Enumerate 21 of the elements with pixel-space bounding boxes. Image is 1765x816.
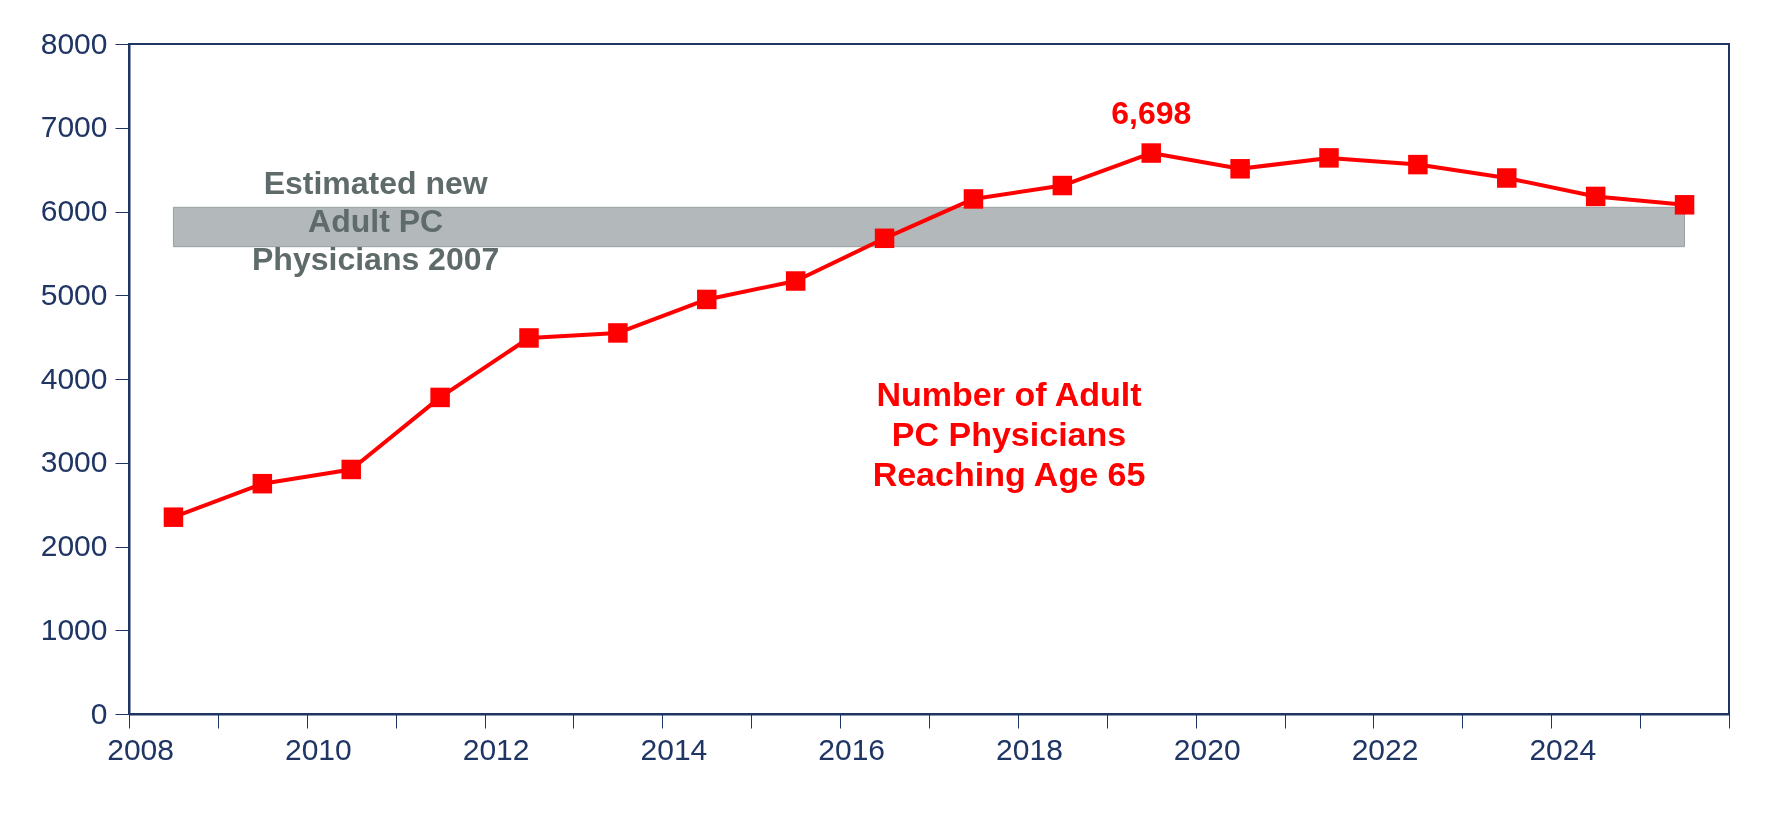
x-tick-label: 2014: [640, 732, 708, 766]
y-tick-label: 8000: [40, 26, 108, 60]
y-tick-label: 1000: [40, 612, 108, 646]
x-tick-label: 2010: [284, 732, 352, 766]
text: Number of Adult PC Physicians Reaching Age 65: [872, 375, 1146, 493]
y-tick-label: 7000: [40, 110, 108, 144]
y-tick-label: 2000: [40, 529, 108, 562]
x-tick-label: 2012: [462, 732, 530, 766]
band-label: Estimated new Adult PC Physicians 2007: [252, 165, 500, 278]
x-tick-label: 2022: [1351, 732, 1419, 766]
y-tick-label: 5000: [40, 277, 108, 311]
y-tick-label: 3000: [40, 445, 108, 479]
x-tick-label: 2020: [1173, 732, 1241, 766]
x-tick-label: 2016: [818, 732, 886, 766]
y-tick-label: 6000: [40, 194, 108, 227]
x-tick-label: 2018: [996, 732, 1063, 766]
x-tick-label: 2008: [107, 732, 174, 766]
x-tick-label: 2024: [1529, 732, 1597, 766]
y-tick-label: 4000: [40, 361, 108, 395]
data-label: 6,698: [1111, 95, 1192, 132]
y-tick-label: 0: [90, 696, 108, 730]
